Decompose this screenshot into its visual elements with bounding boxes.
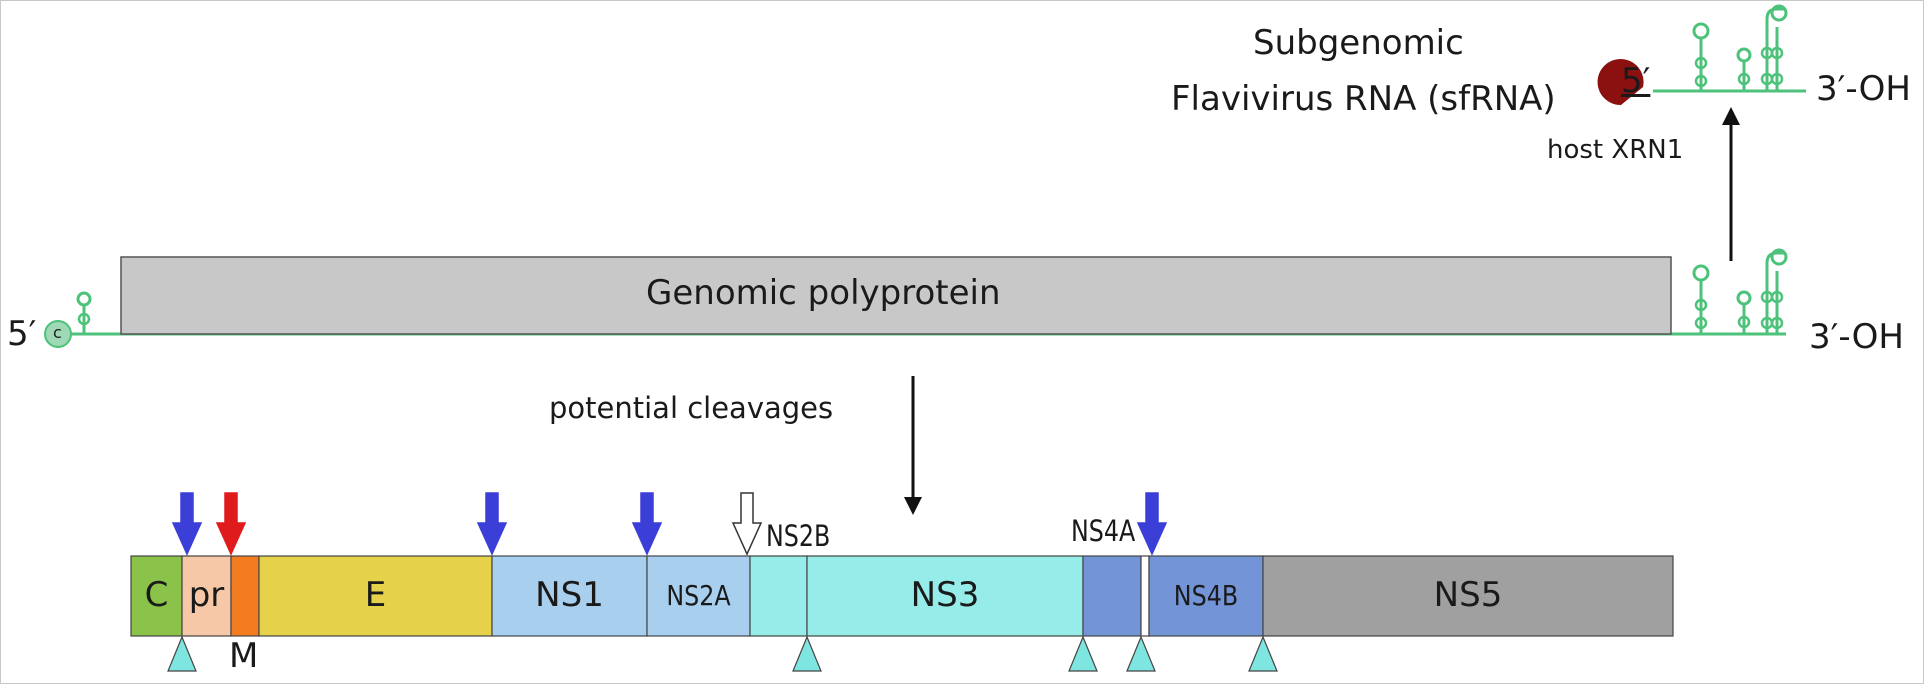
- sfrna-five-prime-label: 5′: [1621, 61, 1651, 101]
- segment-ns4a: [1082, 555, 1142, 637]
- cleavage-site-triangles: [167, 635, 1278, 672]
- cleavage-arrow-pr-m: [215, 492, 247, 556]
- segment-ns4b: [1148, 555, 1264, 637]
- sfrna-stem-loop-1: [1692, 22, 1710, 91]
- protease-site-triangle-ns4b-ns5: [1248, 635, 1278, 672]
- sfrna-three-prime-label: 3′-OH: [1816, 69, 1911, 109]
- cap-icon: [44, 320, 72, 348]
- xrn1-enzyme-icon: [1597, 59, 1644, 106]
- segment-e: [258, 555, 493, 637]
- segment-label-e: E: [364, 574, 387, 615]
- three-prime-stem-loop-3: [1760, 248, 1788, 334]
- cleavage-arrow-e-ns1: [476, 492, 508, 556]
- segment-label-pr: pr: [188, 574, 225, 615]
- cap-label: c: [53, 323, 62, 342]
- segment-ns1: [491, 555, 648, 637]
- segment-pr: [181, 555, 232, 637]
- protease-site-triangle-ns2b-ns3: [792, 635, 822, 672]
- five-prime-stem-loop: [76, 291, 92, 334]
- potential-cleavages-label: potential cleavages: [549, 391, 834, 425]
- segment-2k: [1140, 555, 1150, 637]
- genomic-polyprotein-label: Genomic polyprotein: [646, 273, 1001, 313]
- m-outside-label: M: [229, 636, 259, 676]
- ns2b-outside-label: NS2B: [766, 519, 831, 553]
- polyprotein-segments: [130, 555, 1674, 637]
- segment-ns3: [806, 555, 1084, 637]
- protease-site-triangle-ns4a-2k: [1126, 635, 1156, 672]
- cleavage-site-arrows: [171, 492, 1168, 556]
- genome-five-prime-label: 5′: [7, 314, 37, 354]
- genome-group: [44, 248, 1788, 348]
- sfrna-stem-loop-2: [1736, 47, 1752, 91]
- segment-label-ns5: NS5: [1433, 574, 1503, 615]
- protease-site-triangle-ns3-ns4a: [1068, 635, 1098, 672]
- genomic-polyprotein-box: [120, 256, 1672, 335]
- segment-c: [130, 555, 183, 637]
- sfrna-group: [1597, 4, 1806, 106]
- three-prime-stem-loop-1: [1692, 264, 1710, 334]
- segment-label-c: C: [144, 574, 169, 615]
- segment-label-ns1: NS1: [535, 574, 604, 615]
- segment-ns2b: [749, 555, 808, 637]
- cleavage-arrow-ns1-ns2a: [631, 492, 663, 556]
- segment-ns2a: [646, 555, 751, 637]
- segment-ns5: [1262, 555, 1674, 637]
- sfrna-title-line1: Subgenomic: [1253, 23, 1464, 63]
- segment-label-ns3: NS3: [910, 574, 980, 615]
- segment-m: [230, 555, 260, 637]
- sfrna-stem-loop-3: [1760, 4, 1788, 91]
- genome-three-prime-label: 3′-OH: [1809, 317, 1904, 357]
- xrn1-label: host XRN1: [1547, 135, 1684, 165]
- sfrna-title-line2: Flavivirus RNA (sfRNA): [1171, 79, 1556, 119]
- protease-site-triangle-c: [167, 635, 197, 672]
- segment-label-ns4b: NS4B: [1173, 578, 1239, 612]
- three-prime-stem-loop-2: [1736, 290, 1752, 334]
- segment-label-ns2a: NS2A: [666, 578, 731, 612]
- cleavage-arrow-c-pr: [171, 492, 203, 556]
- cleavage-arrow-ns4a-ns4b: [1136, 492, 1168, 556]
- ns4a-outside-label: NS4A: [1071, 514, 1136, 548]
- cleavage-arrow-ns2a-ns2b: [731, 492, 763, 556]
